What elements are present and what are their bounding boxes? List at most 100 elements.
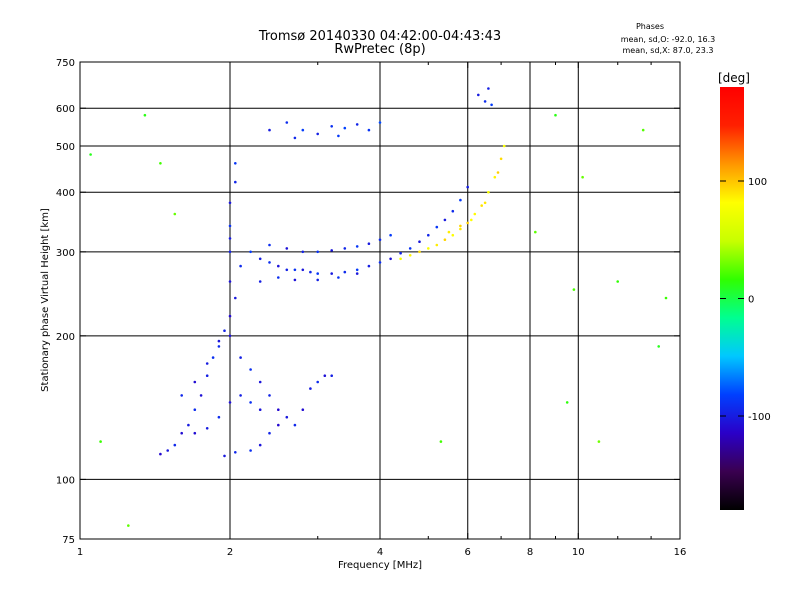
data-point — [316, 272, 320, 275]
data-point — [228, 224, 232, 228]
data-point — [239, 356, 242, 359]
data-point — [268, 128, 271, 132]
data-point — [293, 136, 297, 140]
data-point — [316, 380, 320, 384]
data-point — [451, 233, 455, 237]
data-point — [378, 121, 382, 124]
data-point — [418, 250, 421, 254]
data-point — [234, 162, 237, 165]
data-point — [268, 261, 271, 264]
data-point — [330, 125, 334, 128]
y-tick-label: 200 — [56, 332, 75, 343]
data-point — [477, 93, 480, 97]
data-point — [389, 233, 392, 237]
data-point — [249, 250, 252, 254]
data-point — [268, 431, 271, 435]
data-point — [228, 401, 232, 404]
data-point — [427, 247, 430, 250]
y-tick-label: 500 — [56, 142, 75, 153]
data-point — [301, 268, 305, 272]
x-tick-label: 8 — [527, 547, 533, 558]
data-point — [427, 233, 430, 237]
data-point — [459, 198, 462, 202]
data-point — [355, 123, 359, 126]
data-point — [355, 272, 359, 275]
data-point — [408, 254, 412, 257]
data-point — [293, 423, 297, 427]
data-point — [277, 408, 280, 412]
colorbar-tick-label: 100 — [748, 177, 767, 188]
data-point — [572, 288, 576, 291]
x-tick-label: 2 — [227, 547, 233, 558]
data-point — [378, 238, 382, 241]
data-point — [258, 443, 262, 447]
chart-title: Tromsø 20140330 04:42:00-04:43:43 — [258, 29, 501, 44]
data-point — [490, 103, 493, 107]
data-point — [193, 380, 197, 384]
data-point — [330, 374, 334, 378]
data-point — [330, 249, 334, 252]
data-point — [616, 280, 619, 283]
x-tick-label: 4 — [377, 547, 383, 558]
data-point — [159, 452, 162, 456]
y-tick-label: 750 — [56, 58, 75, 69]
data-point — [277, 264, 280, 268]
data-point — [483, 201, 487, 205]
data-point — [499, 157, 503, 161]
y-tick-label: 400 — [56, 188, 75, 199]
data-point — [443, 238, 447, 241]
colorbar-tick-label: 0 — [748, 295, 754, 306]
data-point — [355, 268, 359, 272]
data-point — [285, 247, 289, 250]
data-point — [323, 374, 327, 378]
data-point — [285, 121, 289, 124]
colorbar-tick-label: -100 — [748, 412, 771, 423]
data-point — [466, 221, 470, 225]
data-point — [483, 100, 487, 103]
data-point — [408, 247, 412, 250]
data-point — [205, 374, 209, 378]
data-point — [293, 268, 297, 272]
data-point — [99, 440, 102, 443]
data-point — [277, 276, 280, 279]
data-point — [554, 113, 557, 117]
plot-frame — [79, 61, 681, 540]
data-point — [435, 225, 439, 229]
data-point — [657, 345, 660, 348]
colorbar-ticks: 100 0 -100 — [720, 177, 771, 423]
data-point — [418, 240, 421, 243]
data-point — [193, 431, 197, 435]
data-point — [399, 257, 402, 261]
data-point — [473, 212, 477, 216]
data-point — [228, 237, 232, 240]
data-point — [277, 423, 280, 427]
data-point — [316, 278, 320, 282]
data-point — [487, 87, 490, 90]
data-point — [89, 153, 92, 156]
phase-stats-heading: Phases — [636, 22, 664, 31]
data-point — [173, 212, 177, 216]
data-point — [316, 250, 320, 254]
data-point — [205, 427, 209, 430]
phase-stats-o: mean, sd,O: -92.0, 16.3 — [621, 35, 716, 44]
data-point — [258, 408, 262, 412]
y-tick-label: 75 — [62, 535, 75, 546]
data-point — [234, 451, 237, 454]
data-point — [258, 257, 262, 261]
data-point — [166, 449, 169, 452]
x-axis-label: Frequency [MHz] — [338, 560, 422, 571]
data-point — [378, 261, 382, 264]
y-axis-label: Stationary phase Virtual Height [km] — [40, 208, 51, 392]
data-point — [234, 180, 237, 184]
data-point — [217, 339, 221, 343]
data-point — [459, 224, 462, 228]
data-point — [143, 113, 147, 117]
data-point — [435, 243, 439, 247]
data-point — [367, 264, 371, 268]
data-point — [565, 401, 569, 404]
x-tick-label: 1 — [77, 547, 83, 558]
colorbar-label: [deg] — [718, 71, 750, 85]
data-point — [301, 128, 305, 132]
data-point — [205, 362, 209, 365]
